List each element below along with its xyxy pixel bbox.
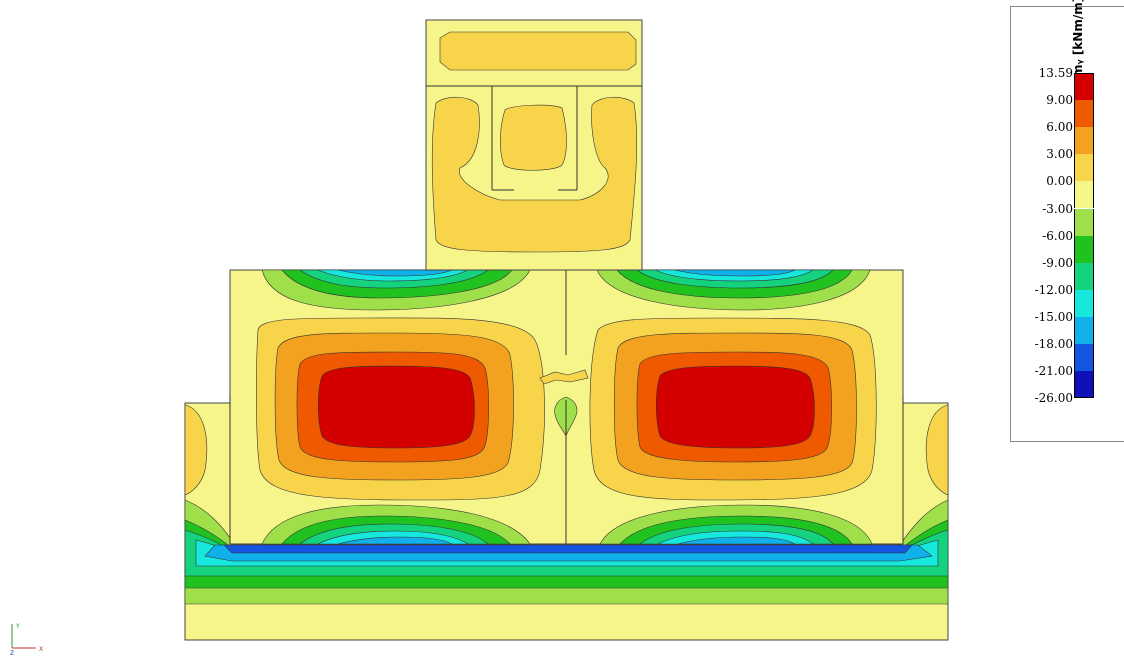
legend-color-swatch <box>1074 154 1094 182</box>
legend-level-label: 3.00 <box>1046 147 1073 162</box>
legend-level-label: -6.00 <box>1042 228 1073 243</box>
legend-level-label: -26.00 <box>1034 391 1073 406</box>
middle-slab <box>229 269 904 545</box>
legend-color-swatch <box>1074 289 1094 317</box>
legend-color-swatch <box>1074 316 1094 344</box>
legend-level-label: -21.00 <box>1034 364 1073 379</box>
legend-color-swatch <box>1074 181 1094 209</box>
legend-level-label: 13.59 <box>1038 66 1073 80</box>
legend-unit-label: mᵧ [kNm/m] <box>1071 0 1085 77</box>
axis-triad: Y X Z <box>10 623 43 656</box>
legend-level-label: -18.00 <box>1034 337 1073 351</box>
legend-level-label: 0.00 <box>1046 174 1073 189</box>
legend-level-label: 6.00 <box>1046 120 1073 135</box>
axis-y-label: Y <box>15 623 20 630</box>
top-slab <box>425 19 643 271</box>
legend-color-swatch <box>1074 100 1094 128</box>
legend-panel: mᵧ [kNm/m] 13.59 9.00 6.00 3.00 0.00 -3.00 -6.… <box>1010 0 1124 442</box>
legend-level-label: 9.00 <box>1046 93 1073 108</box>
axis-x-label: X <box>39 646 43 653</box>
legend-color-swatch <box>1074 235 1094 263</box>
legend-level-label: -15.00 <box>1034 309 1073 324</box>
legend-color-swatch <box>1074 262 1094 290</box>
legend-level-label: -12.00 <box>1034 282 1073 297</box>
legend-color-swatch <box>1074 73 1094 101</box>
legend-color-swatch <box>1074 127 1094 155</box>
legend-level-label: -3.00 <box>1042 201 1073 216</box>
legend-color-swatch <box>1074 371 1094 399</box>
legend-color-swatch <box>1074 208 1094 236</box>
legend-color-swatch <box>1074 344 1094 372</box>
axis-z-label: Z <box>10 650 14 656</box>
legend-level-label: -9.00 <box>1042 255 1073 270</box>
